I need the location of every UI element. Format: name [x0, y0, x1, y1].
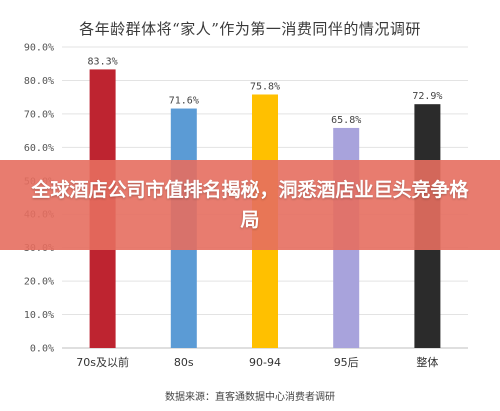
data-label: 83.3%: [88, 56, 118, 67]
data-label: 75.8%: [250, 81, 280, 92]
data-label: 65.8%: [331, 115, 361, 126]
y-tick-label: 70.0%: [24, 109, 54, 120]
category-label: 70s及以前: [76, 355, 129, 369]
y-tick-label: 80.0%: [24, 76, 54, 87]
y-tick-label: 20.0%: [24, 277, 54, 288]
data-label: 71.6%: [169, 96, 199, 107]
category-label: 95后: [334, 356, 359, 369]
category-label: 整体: [416, 355, 438, 369]
category-label: 80s: [174, 356, 194, 369]
headline-text: 全球酒店公司市值排名揭秘，洞悉酒店业巨头竞争格局: [31, 179, 469, 231]
y-tick-label: 0.0%: [30, 344, 54, 355]
chart-title: 各年龄群体将“家人”作为第一消费同伴的情况调研: [79, 20, 421, 38]
y-tick-label: 10.0%: [24, 310, 54, 321]
source-note: 数据来源：直客通数据中心消费者调研: [165, 392, 335, 403]
category-label: 90-94: [249, 356, 281, 369]
y-tick-label: 60.0%: [24, 143, 54, 154]
data-label: 72.9%: [412, 91, 442, 102]
y-tick-label: 90.0%: [24, 43, 54, 54]
headline-banner[interactable]: 全球酒店公司市值排名揭秘，洞悉酒店业巨头竞争格局: [0, 160, 500, 250]
